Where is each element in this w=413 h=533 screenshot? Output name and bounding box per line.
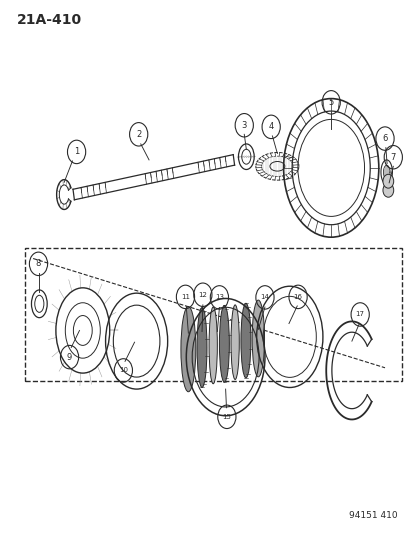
Text: 16: 16 bbox=[293, 294, 302, 300]
Text: 5: 5 bbox=[328, 98, 333, 107]
Ellipse shape bbox=[230, 305, 239, 379]
Text: 4: 4 bbox=[268, 123, 273, 131]
Text: 6: 6 bbox=[382, 134, 387, 143]
Ellipse shape bbox=[197, 308, 206, 387]
Text: 1: 1 bbox=[74, 148, 79, 156]
Text: 94151 410: 94151 410 bbox=[348, 511, 396, 520]
Text: 2: 2 bbox=[136, 130, 141, 139]
Text: 21A-410: 21A-410 bbox=[17, 13, 81, 27]
Text: 8: 8 bbox=[36, 260, 41, 268]
Text: 10: 10 bbox=[119, 367, 128, 374]
Text: 11: 11 bbox=[180, 294, 190, 300]
Text: 3: 3 bbox=[241, 121, 246, 130]
Text: 9: 9 bbox=[67, 353, 72, 361]
Text: 17: 17 bbox=[355, 311, 364, 318]
Text: 15: 15 bbox=[222, 414, 231, 420]
Circle shape bbox=[382, 174, 393, 188]
Ellipse shape bbox=[209, 307, 217, 384]
Bar bbox=[25, 248, 401, 381]
Ellipse shape bbox=[240, 303, 250, 378]
Ellipse shape bbox=[180, 306, 195, 392]
Ellipse shape bbox=[219, 305, 229, 382]
Circle shape bbox=[382, 183, 393, 197]
Text: 14: 14 bbox=[260, 294, 269, 301]
Ellipse shape bbox=[252, 300, 264, 377]
Text: 12: 12 bbox=[198, 292, 207, 298]
Text: 7: 7 bbox=[390, 153, 395, 161]
Text: 13: 13 bbox=[214, 294, 223, 301]
